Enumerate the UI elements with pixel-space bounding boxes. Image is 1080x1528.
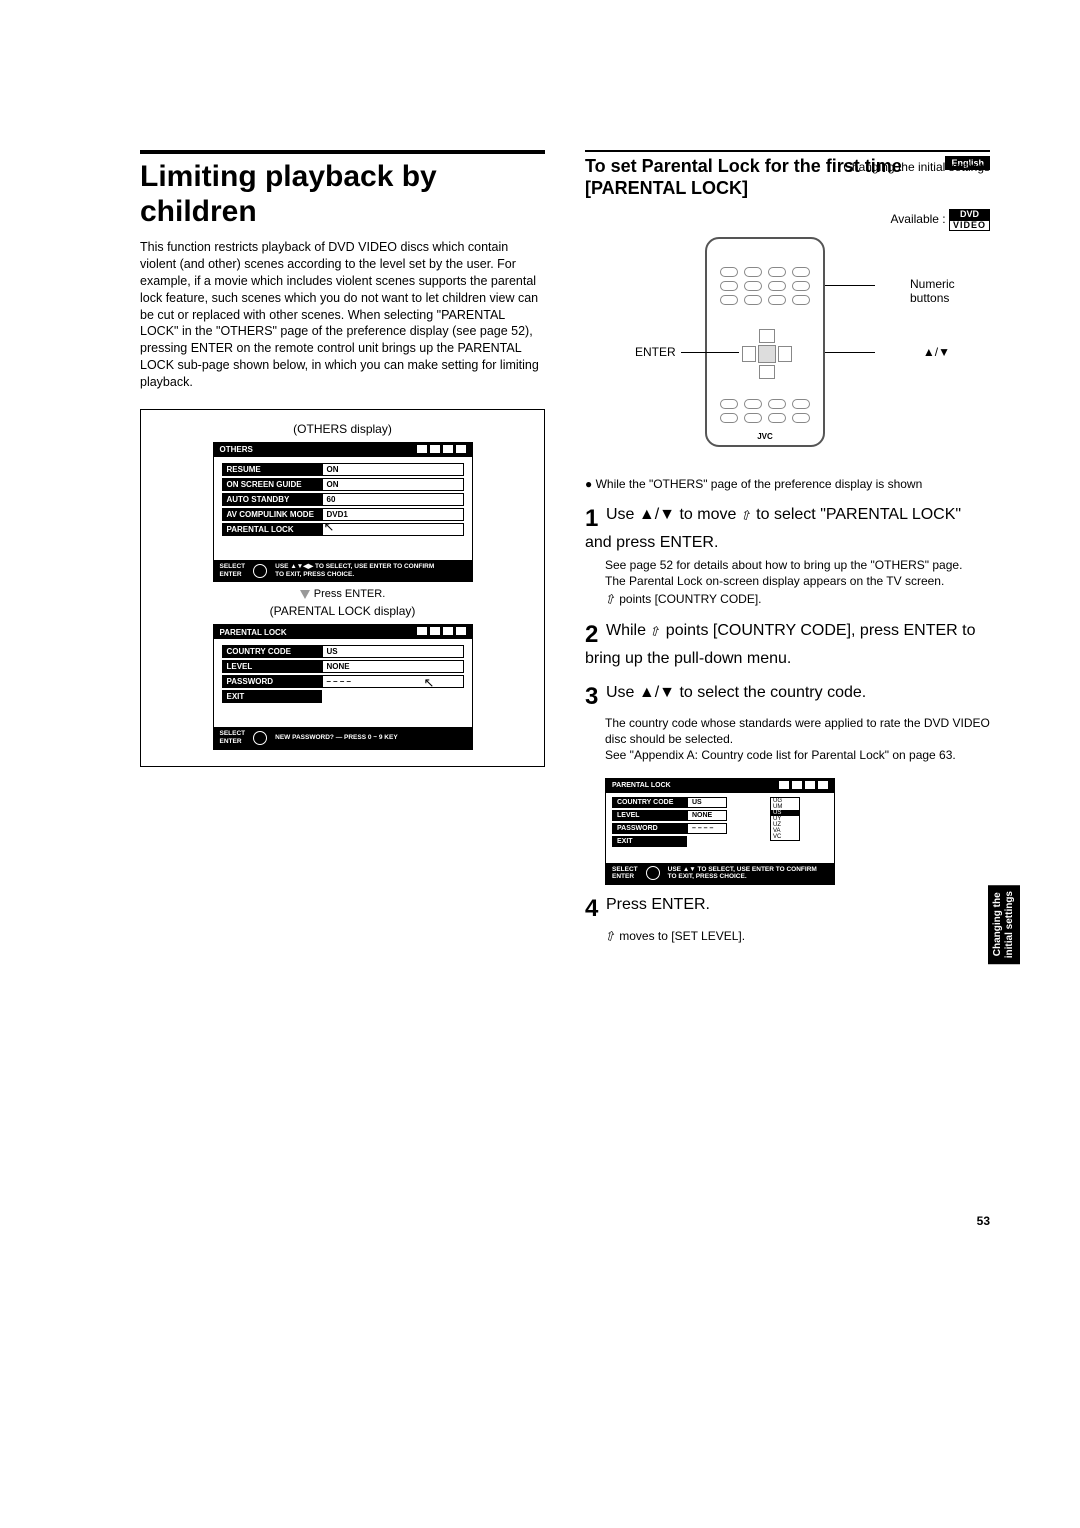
cursor-icon: ↖ [424,675,435,691]
step-4: 4 Press ENTER. ⬀ moves to [SET LEVEL]. [585,895,990,945]
row-label: AUTO STANDBY [222,493,322,506]
section-rule [140,150,545,154]
row-value: – – – – [322,675,464,688]
osd-title: OTHERS [220,445,253,454]
row-value: ON [322,478,464,491]
footer-select: SELECT [220,730,246,738]
row-label: RESUME [222,463,322,476]
intro-text: This function restricts playback of DVD … [140,239,545,391]
row-label: PASSWORD [612,823,687,834]
row-value: US [687,797,727,808]
osd-tab-icons [414,627,466,637]
section-rule [585,150,990,152]
context-note: While the "OTHERS" page of the preferenc… [585,477,990,491]
joystick-icon [253,564,267,578]
row-label: EXIT [612,836,687,847]
osd-title: PARENTAL LOCK [220,628,287,637]
step-text: ⬀ points [COUNTRY CODE]. [605,590,990,608]
breadcrumb: Changing the initial settings [843,160,990,174]
osd-tab-icons [414,445,466,455]
row-value: NONE [322,660,464,673]
osd-title: PARENTAL LOCK [612,782,671,789]
callout-numeric: Numeric buttons [910,277,990,305]
row-label: LEVEL [222,660,322,673]
row-value: – – – – [687,823,727,834]
row-label: PARENTAL LOCK [222,523,322,536]
available-label: Available : DVD VIDEO [585,209,990,231]
dpad-icon [742,329,792,379]
row-label: ON SCREEN GUIDE [222,478,322,491]
footer-text: USE ▲▼◀▶ TO SELECT, USE ENTER TO CONFIRM [275,563,434,571]
row-label: PASSWORD [222,675,322,688]
country-dropdown: UG UM US UY UZ VA VC [770,797,800,841]
row-value: NONE [687,810,727,821]
others-caption: (OTHERS display) [155,422,530,436]
joystick-icon [646,866,660,880]
figure-box: (OTHERS display) OTHERS RESUMEON ON SCRE… [140,409,545,767]
footer-text: NEW PASSWORD? — PRESS 0 ~ 9 KEY [275,734,398,742]
brand-label: JVC [707,432,823,441]
footer-enter: ENTER [612,873,638,881]
row-label: AV COMPULINK MODE [222,508,322,521]
plock-caption: (PARENTAL LOCK display) [155,604,530,618]
step-text: The country code whose standards were ap… [605,715,990,747]
row-value: US [322,645,464,658]
osd-tab-icons [776,781,828,791]
country-code-osd: PARENTAL LOCK COUNTRY CODEUS LEVELNONE P… [605,778,835,886]
remote-control-icon: JVC [705,237,825,447]
row-value [322,523,464,536]
parental-lock-osd: PARENTAL LOCK COUNTRY CODEUS LEVELNONE P… [213,624,473,750]
row-label: EXIT [222,690,322,703]
callout-arrows: ▲/▼ [923,345,950,359]
footer-select: SELECT [612,866,638,874]
row-value: DVD1 [322,508,464,521]
footer-text: USE ▲▼ TO SELECT, USE ENTER TO CONFIRM [668,866,817,874]
footer-enter: ENTER [220,571,246,579]
row-value: ON [322,463,464,476]
step-text: ⬀ moves to [SET LEVEL]. [605,927,990,945]
step-3: 3 Use ▲/▼ to select the country code. Th… [585,683,990,764]
dvd-video-badge: DVD VIDEO [949,209,990,231]
page-title: Limiting playback by children [140,160,545,229]
step-text: The Parental Lock on-screen display appe… [605,573,990,589]
step-text: See page 52 for details about how to bri… [605,557,990,573]
step-2: 2 While ⬀ points [COUNTRY CODE], press E… [585,621,990,669]
page-number: 53 [977,1214,990,1228]
joystick-icon [253,731,267,745]
others-osd: OTHERS RESUMEON ON SCREEN GUIDEON AUTO S… [213,442,473,583]
footer-enter: ENTER [220,738,246,746]
step-text: See "Appendix A: Country code list for P… [605,747,990,763]
step-1: 1 Use ▲/▼ to move ⬀ to select "PARENTAL … [585,505,990,607]
press-enter-label: Press ENTER. [155,588,530,600]
callout-enter: ENTER [635,345,676,359]
row-label: COUNTRY CODE [612,797,687,808]
footer-text: TO EXIT, PRESS CHOICE. [275,571,434,579]
row-label: COUNTRY CODE [222,645,322,658]
remote-diagram: JVC Numeric buttons ENTER ▲/▼ [585,237,990,467]
footer-text: TO EXIT, PRESS CHOICE. [668,873,817,881]
footer-select: SELECT [220,563,246,571]
cursor-icon: ↖ [324,519,335,535]
left-column: Limiting playback by children This funct… [140,150,545,959]
right-column: To set Parental Lock for the first time … [585,150,990,959]
side-tab: Changing theinitial settings [988,885,1020,964]
row-label: LEVEL [612,810,687,821]
row-value: 60 [322,493,464,506]
